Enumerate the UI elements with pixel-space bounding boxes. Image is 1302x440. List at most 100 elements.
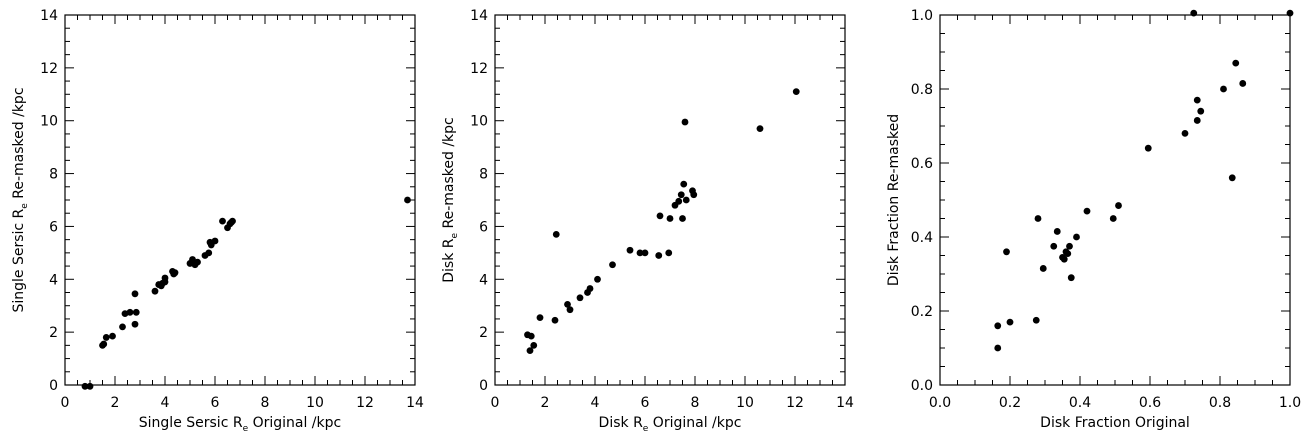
data-point (194, 258, 201, 266)
x-tick-label: 1.0 (1279, 395, 1301, 411)
data-point (1109, 215, 1117, 222)
x-axis-label: Disk Re Original /kpc (599, 415, 742, 434)
y-axis-label: Disk Re Re-masked /kpc (441, 117, 460, 283)
x-tick-label: 6 (641, 395, 650, 411)
data-point (1060, 255, 1068, 263)
data-point (1067, 274, 1075, 282)
x-tick-label: 12 (786, 395, 804, 411)
x-tick-label: 0.2 (999, 395, 1021, 411)
data-point (609, 261, 616, 269)
x-tick-label: 0.8 (1209, 395, 1231, 411)
data-point (1073, 233, 1080, 241)
chart-panel-2: 0 2 4 6 8 10 12 14 0 2 4 6 8 10 12 14 Disk Re Original /… (441, 8, 854, 434)
y-tick-label: 0 (49, 378, 58, 394)
data-point (1228, 174, 1236, 182)
y-tick-label: 12 (470, 61, 488, 77)
data-point (1193, 96, 1201, 104)
y-tick-label: 10 (40, 114, 58, 130)
data-point (1034, 215, 1042, 222)
data-point (527, 332, 535, 340)
data-point (641, 249, 649, 257)
data-points (524, 88, 800, 355)
x-tick-label: 2 (111, 395, 120, 411)
x-tick-label: 0.4 (1069, 395, 1091, 411)
y-tick-label: 0.0 (911, 378, 933, 394)
x-tick-label: 10 (306, 395, 324, 411)
y-tick-label: 2 (49, 325, 58, 341)
x-axis-label: Single Sersic Re Original /kpc (139, 415, 341, 434)
plot-frame (494, 14, 846, 386)
data-point (1003, 248, 1010, 256)
data-point (171, 269, 179, 277)
data-point (636, 249, 644, 257)
data-points (994, 9, 1294, 352)
data-point (566, 306, 574, 314)
data-point (109, 332, 116, 340)
x-tick-label: 10 (736, 395, 754, 411)
x-tick-label: 0 (491, 395, 500, 411)
x-tick-label: 14 (406, 395, 424, 411)
data-point (131, 290, 139, 298)
data-point (677, 191, 685, 199)
data-point (86, 382, 94, 390)
data-point (119, 323, 126, 331)
data-point (551, 316, 559, 324)
y-tick-label: 0.2 (911, 304, 933, 320)
data-point (1220, 85, 1227, 93)
chart-panel-3: 0.0 0.2 0.4 0.6 0.8 1.0 0.0 0.2 0.4 0.6 0.8 1.0 Disk… (886, 8, 1301, 431)
data-point (586, 285, 594, 292)
x-tick-label: 14 (836, 395, 854, 411)
y-tick-label: 8 (479, 167, 488, 183)
data-point (665, 249, 673, 257)
data-point (229, 217, 236, 225)
data-point (1193, 117, 1201, 124)
y-tick-label: 0.8 (911, 82, 933, 98)
data-point (219, 217, 226, 225)
x-tick-label: 4 (591, 395, 600, 411)
data-point (126, 308, 134, 316)
data-point (1032, 316, 1040, 324)
data-point (792, 88, 800, 96)
x-tick-label: 8 (261, 395, 270, 411)
data-point (530, 341, 538, 349)
y-axis-label: Disk Fraction Re-masked (886, 114, 902, 286)
y-tick-label: 6 (479, 219, 488, 235)
data-point (131, 320, 139, 328)
data-point (211, 237, 219, 245)
x-tick-label: 0.6 (1139, 395, 1161, 411)
y-tick-label: 12 (40, 61, 58, 77)
data-point (690, 191, 698, 199)
data-point (1232, 59, 1240, 67)
data-point (681, 118, 689, 126)
y-tick-label: 14 (40, 8, 58, 24)
data-point (656, 212, 664, 220)
data-point (756, 125, 764, 133)
data-point (404, 196, 411, 204)
x-tick-label: 0 (61, 395, 70, 411)
data-point (536, 314, 544, 322)
y-tick-label: 6 (49, 219, 58, 235)
data-point (682, 196, 690, 204)
data-point (994, 344, 1002, 352)
y-tick-label: 0.6 (911, 156, 933, 172)
data-point (675, 197, 683, 205)
data-point (526, 347, 534, 355)
data-point (576, 294, 584, 302)
data-point (994, 322, 1002, 330)
data-point (161, 274, 169, 282)
data-point (655, 252, 663, 259)
data-point (1083, 207, 1091, 215)
data-point (1053, 228, 1061, 235)
data-point (1197, 107, 1205, 115)
data-point (1050, 242, 1058, 250)
x-tick-label: 0.0 (929, 395, 951, 411)
x-tick-label: 4 (161, 395, 170, 411)
data-point (100, 340, 108, 348)
chart-panel-1: 0 2 4 6 8 10 12 14 0 2 4 6 8 10 12 14 Single Sersic Re O… (11, 8, 424, 434)
y-axis-label: Single Sersic Re Re-masked /kpc (11, 87, 30, 312)
y-tick-label: 2 (479, 325, 488, 341)
y-tick-label: 4 (479, 272, 488, 288)
data-point (1190, 9, 1198, 17)
y-tick-label: 0.4 (911, 230, 933, 246)
